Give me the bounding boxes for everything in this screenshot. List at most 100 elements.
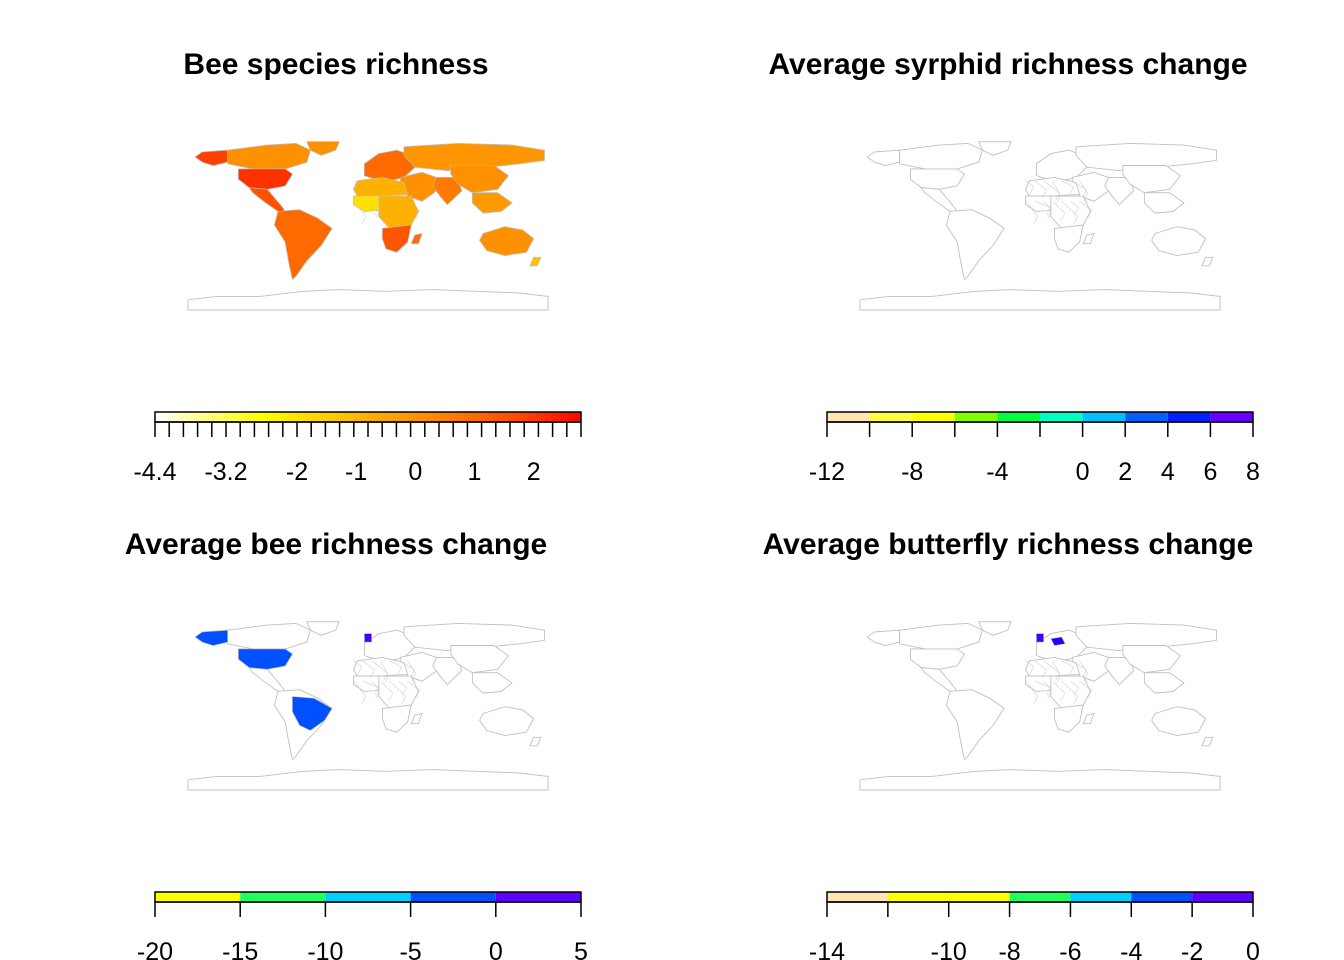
legend-color-segment (1125, 412, 1168, 422)
legend-tick-label: 0 (408, 458, 422, 480)
legend-tick-label: -8 (901, 458, 923, 480)
color-legend: -12 -8 -4 0 2 4 6 8 (809, 411, 1260, 480)
legend-color-segment (912, 412, 955, 422)
border-line (398, 680, 407, 696)
country-outline-russia-north-asia (1075, 142, 1217, 172)
border-line (371, 660, 388, 681)
legend-color-segment (1167, 412, 1211, 422)
legend-tick-label: 8 (1246, 458, 1260, 480)
country-outline-east-asia (1122, 645, 1182, 674)
panel-avg-butterfly-richness-change: -14 -10 -8 -6 -4 -2 0 Average butterfly richne… (672, 480, 1344, 960)
legend-tick-label: 4 (1161, 458, 1175, 480)
border-line (353, 660, 362, 675)
panel-title: Average butterfly richness change (762, 528, 1254, 561)
legend-color-segment (827, 892, 888, 902)
border-line (380, 680, 393, 702)
country-outline-greenland (978, 141, 1012, 156)
legend-tick-label: -3.2 (204, 458, 247, 480)
country-outline-australia (479, 706, 535, 737)
country-outline-australia (1151, 706, 1207, 737)
region-greenland (306, 141, 340, 156)
border-line (1070, 200, 1079, 216)
border-line (1070, 680, 1079, 696)
region-southern-africa (382, 224, 412, 253)
country-outline-canada (899, 622, 983, 650)
country-outline-antarctica (859, 769, 1221, 791)
border-line (1034, 180, 1047, 198)
country-outline-australia (1151, 226, 1207, 257)
color-legend: -20 -15 -10 -5 0 5 (137, 891, 588, 960)
color-legend: -14 -10 -8 -6 -4 -2 0 (809, 891, 1260, 960)
country-outline-southern-africa (381, 704, 412, 733)
country-outline-east-asia (450, 645, 510, 674)
border-line (1052, 680, 1065, 702)
country-borders (1025, 660, 1092, 705)
legend-color-segment (155, 892, 241, 902)
legend-color-segment (869, 412, 913, 422)
border-line (1070, 180, 1087, 198)
border-line (1079, 660, 1088, 681)
border-line (362, 660, 375, 678)
border-line (1061, 680, 1078, 705)
country-outline-southeast-asia (1143, 672, 1185, 694)
border-line (389, 680, 406, 705)
legend-tick-label: -6 (1059, 938, 1081, 960)
border-line (362, 680, 380, 696)
country-outline-canada (227, 622, 311, 650)
country-borders (1025, 180, 1092, 225)
legend-tick-label: 0 (1076, 458, 1090, 480)
legend-tick-label: -4 (1120, 938, 1142, 960)
border-line (1043, 660, 1060, 681)
border-line (1079, 180, 1088, 201)
country-outline-greenland (306, 621, 340, 636)
panel-avg-syrphid-richness-change: -12 -8 -4 0 2 4 6 8 Average syrphid richness ch… (672, 0, 1344, 480)
legend-color-segment (495, 892, 581, 902)
border-line (1052, 180, 1061, 204)
border-line (1052, 660, 1061, 684)
country-outline-new-zealand (1201, 256, 1214, 267)
legend-tick-label: -5 (399, 938, 421, 960)
legend-tick-label: -8 (998, 938, 1020, 960)
region-alaska (194, 629, 228, 646)
country-outline-madagascar (1082, 712, 1095, 725)
legend-color-segment (887, 892, 949, 902)
world-map (187, 141, 549, 311)
border-line (1025, 660, 1034, 675)
legend-color-segment (1040, 412, 1083, 422)
country-outline-madagascar (410, 712, 423, 725)
border-line (1061, 660, 1075, 675)
legend-tick-label: -20 (137, 938, 173, 960)
region-usa (238, 648, 293, 670)
region-north-africa (353, 177, 408, 197)
legend-color-segment (1082, 412, 1126, 422)
country-outline-new-zealand (529, 736, 542, 747)
border-line (407, 680, 420, 699)
country-outline-north-africa (353, 656, 409, 677)
border-line (371, 681, 380, 699)
legend-tick-label: 0 (1246, 938, 1260, 960)
country-outline-canada (899, 142, 983, 170)
legend-tick-label: 0 (489, 938, 503, 960)
country-outline-south-america (945, 689, 1005, 761)
border-line (380, 660, 389, 684)
country-outline-greenland (978, 621, 1012, 636)
region-russia-north-asia (403, 143, 545, 171)
legend-tick-label: -2 (286, 458, 308, 480)
legend-tick-label: -12 (809, 458, 845, 480)
panel-bee-species-richness: -4.4 -3.2 -2 -1 0 1 2 Bee species richness (0, 0, 672, 480)
panel-title: Average syrphid richness change (768, 48, 1248, 81)
panel-avg-bee-richness-change: -20 -15 -10 -5 0 5 Average bee richness chang… (0, 480, 672, 960)
legend-tick-label: 2 (1118, 458, 1132, 480)
country-outline-east-asia (1122, 165, 1182, 194)
legend-tick-label: -4.4 (133, 458, 176, 480)
region-south-america (274, 209, 333, 280)
panel-title: Average bee richness change (124, 528, 548, 561)
region-australia (479, 226, 534, 256)
country-outline-antarctica (187, 769, 549, 791)
region-europe (364, 149, 416, 182)
legend-tick-label: -10 (307, 938, 343, 960)
border-line (1025, 201, 1038, 225)
border-line (1052, 200, 1065, 222)
country-outline-south-america (945, 209, 1005, 281)
legend-tick-label: -14 (809, 938, 845, 960)
